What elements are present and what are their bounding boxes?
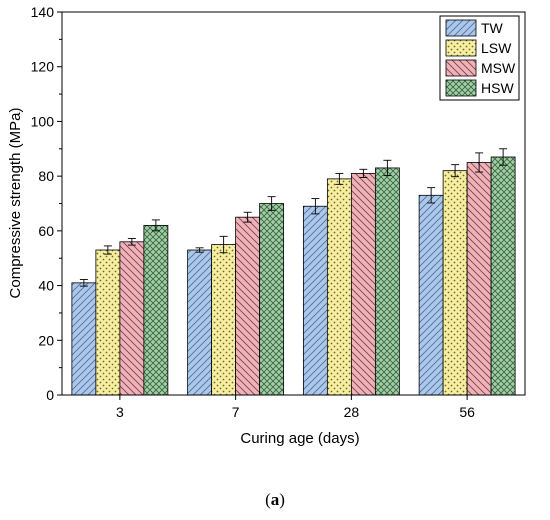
legend-label-tw: TW [481, 20, 504, 36]
bar-tw-3 [71, 282, 97, 396]
panel-label-close: ) [279, 490, 285, 509]
bar-lsw-56 [442, 170, 468, 396]
y-tick-label-20: 20 [38, 332, 54, 348]
y-axis-title: Compressive strength (MPa) [7, 108, 24, 299]
errorbars-group [79, 148, 508, 287]
y-tick-label-100: 100 [31, 113, 55, 129]
y-axis-ticks: 0 20 40 60 80 100 120 140 [31, 4, 62, 403]
bar-msw-56 [466, 162, 492, 396]
bar-tw-56 [418, 194, 444, 396]
bar-hsw-28 [374, 167, 400, 396]
legend-swatch-lsw [445, 39, 477, 57]
x-tick-label-28: 28 [344, 404, 360, 420]
legend-label-hsw: HSW [481, 80, 514, 96]
legend-swatch-msw [445, 59, 477, 77]
bar-lsw-7 [211, 244, 237, 396]
panel-label-open: ( [265, 490, 271, 509]
legend: TW LSW MSW HSW [439, 15, 520, 101]
panel-label-letter: a [271, 490, 280, 509]
y-tick-label-60: 60 [38, 223, 54, 239]
bar-tw-7 [187, 249, 213, 396]
bar-tw-28 [302, 205, 328, 396]
x-tick-label-56: 56 [459, 404, 475, 420]
y-tick-label-0: 0 [46, 387, 54, 403]
y-tick-label-80: 80 [38, 168, 54, 184]
bar-msw-3 [119, 241, 145, 396]
legend-swatch-tw [445, 19, 477, 37]
legend-label-lsw: LSW [481, 40, 512, 56]
x-tick-label-7: 7 [232, 404, 240, 420]
y-tick-label-40: 40 [38, 278, 54, 294]
bar-lsw-28 [326, 178, 352, 396]
y-tick-label-120: 120 [31, 59, 55, 75]
bar-msw-28 [350, 173, 376, 396]
x-axis-title: Curing age (days) [240, 430, 359, 447]
y-tick-label-140: 140 [31, 4, 55, 20]
legend-label-msw: MSW [481, 60, 516, 76]
legend-swatch-hsw [445, 79, 477, 97]
bar-msw-7 [235, 216, 261, 396]
bar-hsw-56 [490, 156, 516, 396]
bars-group [71, 156, 516, 396]
bar-hsw-3 [143, 224, 169, 396]
panel-label: (a) [265, 490, 285, 509]
bar-lsw-3 [95, 249, 121, 396]
x-axis-ticks: 3 7 28 56 [116, 395, 475, 420]
x-tick-label-3: 3 [116, 404, 124, 420]
bar-hsw-7 [259, 203, 285, 396]
